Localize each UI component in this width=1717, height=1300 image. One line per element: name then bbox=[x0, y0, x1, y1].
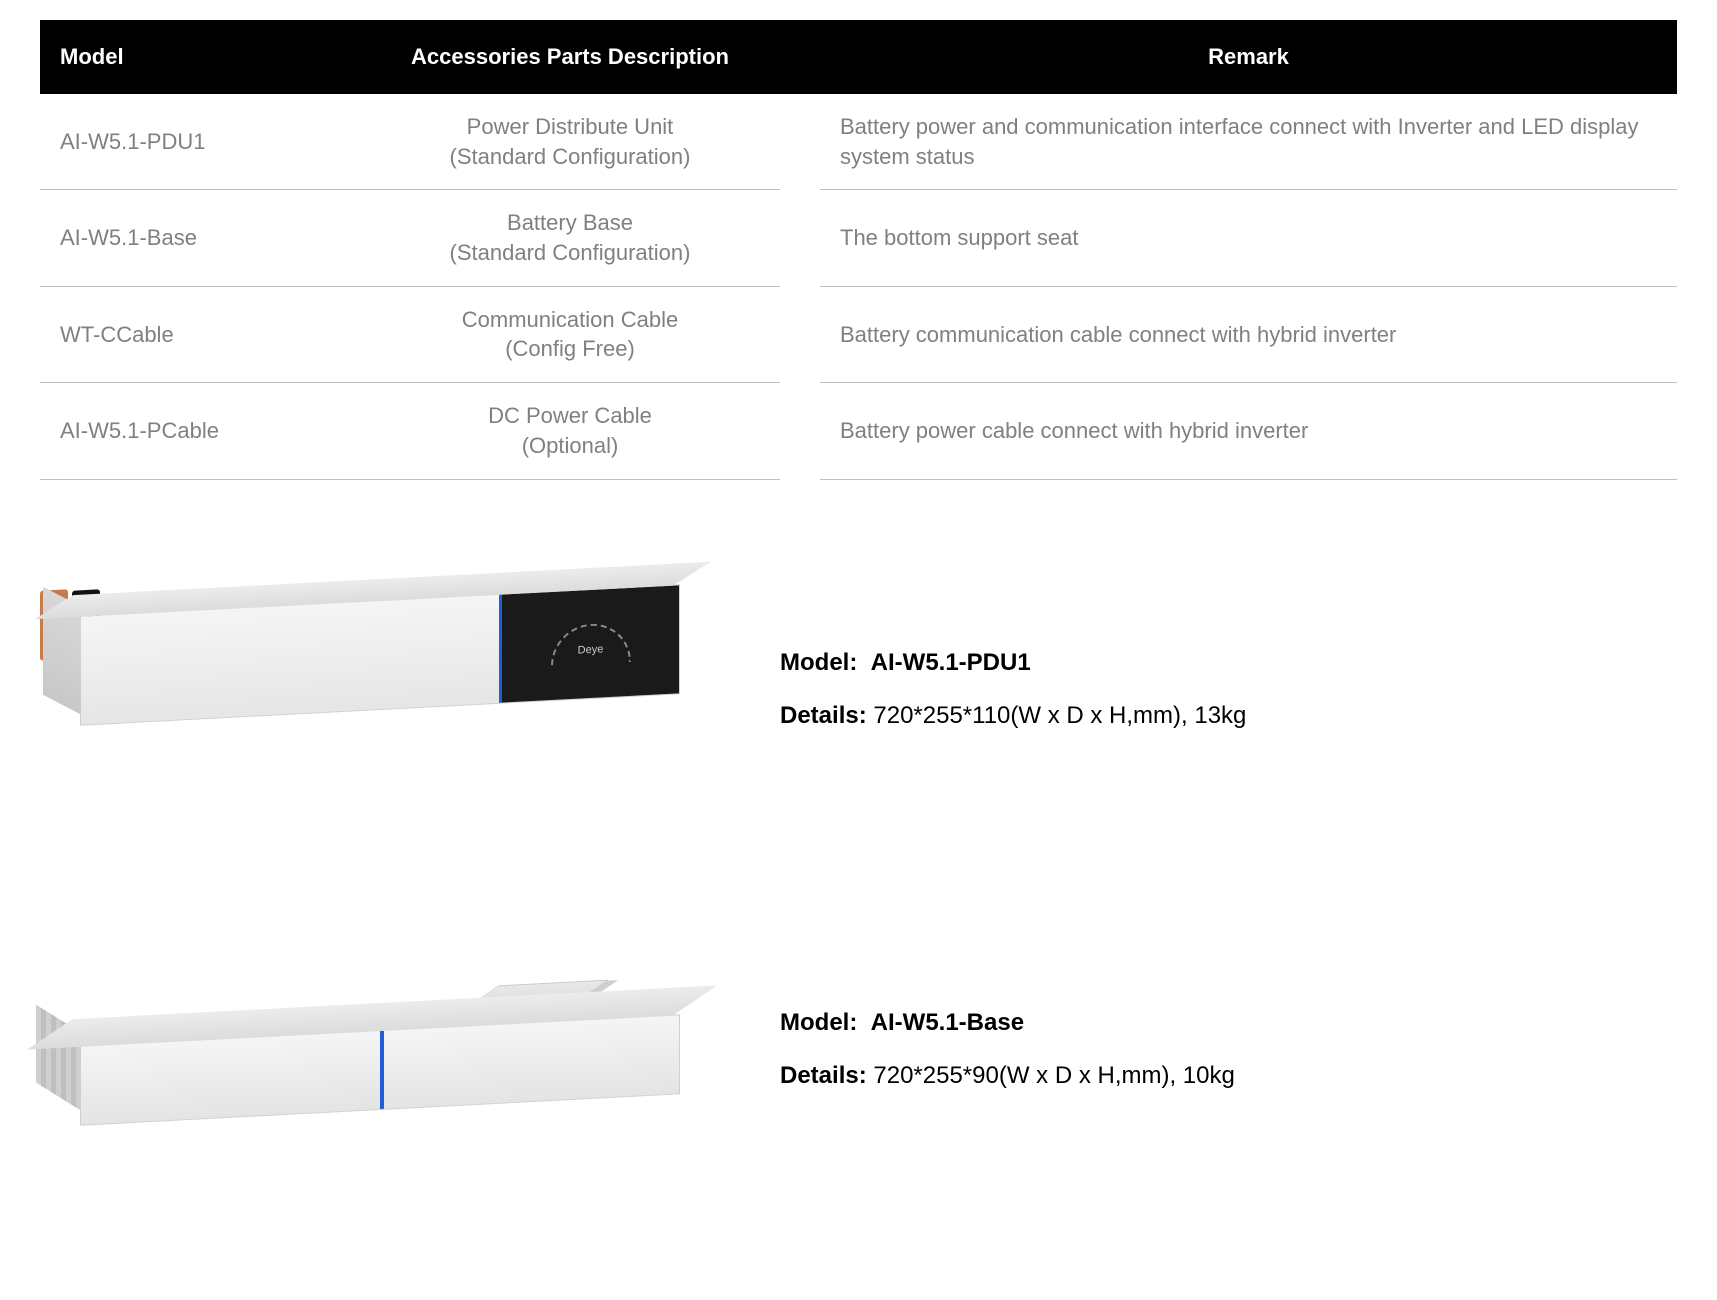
cell-remark: Battery communication cable connect with… bbox=[820, 286, 1677, 382]
cell-gap bbox=[780, 94, 820, 190]
pdu-display-panel bbox=[499, 585, 679, 702]
model-label: Model: bbox=[780, 649, 857, 676]
header-gap bbox=[780, 20, 820, 94]
desc-line1: Communication Cable bbox=[462, 307, 678, 332]
cell-remark: The bottom support seat bbox=[820, 190, 1677, 286]
cell-model: WT-CCable bbox=[40, 286, 360, 382]
product-image-pdu bbox=[40, 560, 720, 820]
table-row: AI-W5.1-PDU1 Power Distribute Unit (Stan… bbox=[40, 94, 1677, 190]
desc-line2: (Standard Configuration) bbox=[450, 240, 691, 265]
cell-description: Power Distribute Unit (Standard Configur… bbox=[360, 94, 780, 190]
model-label: Model: bbox=[780, 1009, 857, 1036]
details-label: Details: bbox=[780, 1062, 867, 1089]
product-info-pdu: Model: AI-W5.1-PDU1 Details: 720*255*110… bbox=[780, 637, 1246, 743]
cell-gap bbox=[780, 383, 820, 479]
product-row-pdu: Model: AI-W5.1-PDU1 Details: 720*255*110… bbox=[40, 560, 1677, 820]
product-row-base: Model: AI-W5.1-Base Details: 720*255*90(… bbox=[40, 920, 1677, 1180]
model-value: AI-W5.1-Base bbox=[871, 1009, 1024, 1036]
header-model: Model bbox=[40, 20, 360, 94]
table-row: AI-W5.1-PCable DC Power Cable (Optional)… bbox=[40, 383, 1677, 479]
base-blue-stripe-icon bbox=[380, 1030, 384, 1108]
cell-description: Battery Base (Standard Configuration) bbox=[360, 190, 780, 286]
desc-line1: DC Power Cable bbox=[488, 403, 652, 428]
product-image-base bbox=[40, 920, 720, 1180]
header-remark: Remark bbox=[820, 20, 1677, 94]
base-body-icon bbox=[80, 1014, 680, 1125]
table-header-row: Model Accessories Parts Description Rema… bbox=[40, 20, 1677, 94]
desc-line2: (Standard Configuration) bbox=[450, 144, 691, 169]
cell-remark: Battery power cable connect with hybrid … bbox=[820, 383, 1677, 479]
details-label: Details: bbox=[780, 702, 867, 729]
pdu-body-icon bbox=[80, 584, 680, 725]
table-row: WT-CCable Communication Cable (Config Fr… bbox=[40, 286, 1677, 382]
cell-gap bbox=[780, 286, 820, 382]
gauge-icon bbox=[551, 621, 631, 665]
cell-remark: Battery power and communication interfac… bbox=[820, 94, 1677, 190]
cell-model: AI-W5.1-PCable bbox=[40, 383, 360, 479]
desc-line2: (Config Free) bbox=[505, 336, 635, 361]
desc-line2: (Optional) bbox=[522, 433, 619, 458]
accessories-table: Model Accessories Parts Description Rema… bbox=[40, 20, 1677, 480]
product-info-base: Model: AI-W5.1-Base Details: 720*255*90(… bbox=[780, 997, 1235, 1103]
cell-model: AI-W5.1-Base bbox=[40, 190, 360, 286]
cell-gap bbox=[780, 190, 820, 286]
desc-line1: Power Distribute Unit bbox=[467, 114, 674, 139]
model-value: AI-W5.1-PDU1 bbox=[871, 649, 1031, 676]
details-value: 720*255*90(W x D x H,mm), 10kg bbox=[873, 1062, 1234, 1089]
header-description: Accessories Parts Description bbox=[360, 20, 780, 94]
cell-description: Communication Cable (Config Free) bbox=[360, 286, 780, 382]
table-row: AI-W5.1-Base Battery Base (Standard Conf… bbox=[40, 190, 1677, 286]
cell-model: AI-W5.1-PDU1 bbox=[40, 94, 360, 190]
details-value: 720*255*110(W x D x H,mm), 13kg bbox=[873, 702, 1246, 729]
cell-description: DC Power Cable (Optional) bbox=[360, 383, 780, 479]
desc-line1: Battery Base bbox=[507, 210, 633, 235]
